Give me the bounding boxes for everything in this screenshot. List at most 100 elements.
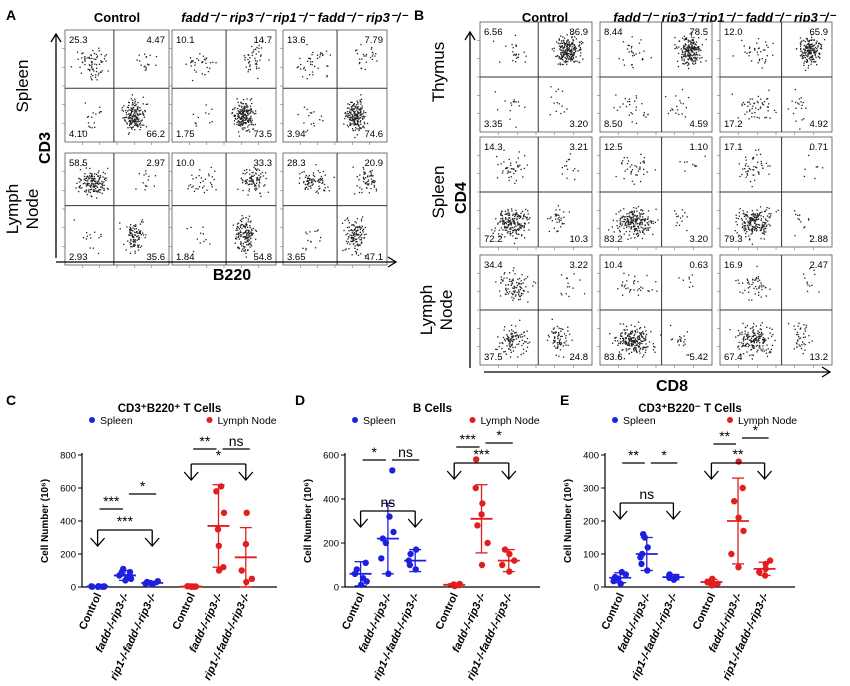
event-dot xyxy=(494,230,496,232)
event-dot xyxy=(744,222,747,224)
event-dot xyxy=(195,177,197,179)
event-dot xyxy=(500,214,503,216)
event-dot xyxy=(192,185,194,187)
title-rip1-fadd-rip3: rip1⁻/⁻ fadd⁻/⁻ rip3⁻/⁻ xyxy=(273,10,409,25)
event-dot xyxy=(313,125,315,127)
event-dot xyxy=(754,112,756,114)
event-dot xyxy=(76,182,78,184)
event-dot xyxy=(353,228,356,231)
event-dot xyxy=(363,168,365,170)
event-dot xyxy=(763,338,765,340)
event-dot xyxy=(94,190,96,193)
event-dot xyxy=(92,247,94,249)
event-dot xyxy=(634,218,636,221)
event-dot xyxy=(132,238,135,240)
event-dot xyxy=(688,286,691,288)
quadrant-value-ur: 65.9 xyxy=(810,27,829,38)
event-dot xyxy=(529,217,531,219)
event-dot xyxy=(517,157,519,159)
event-dot xyxy=(623,64,626,66)
event-dot xyxy=(137,125,139,127)
event-dot xyxy=(523,290,525,292)
event-dot xyxy=(509,340,511,342)
event-dot xyxy=(90,78,93,80)
event-dot xyxy=(623,272,625,274)
event-dot xyxy=(683,335,685,337)
event-dot xyxy=(623,156,625,159)
sig-lymph-ctrl-rip1-label: ** xyxy=(733,446,744,462)
event-dots xyxy=(729,265,820,360)
event-dot xyxy=(752,105,754,107)
event-dot xyxy=(560,328,562,330)
event-dot xyxy=(566,45,568,48)
quadrant-value-ll: 17.2 xyxy=(724,119,743,130)
quadrant-value-ul: 10.1 xyxy=(176,35,195,46)
event-dot xyxy=(800,50,802,52)
event-dot xyxy=(209,122,211,124)
event-dot xyxy=(791,100,793,102)
event-dot xyxy=(129,228,131,230)
event-dot xyxy=(520,292,522,295)
event-dot xyxy=(244,57,246,59)
event-dot xyxy=(744,213,746,216)
event-dot xyxy=(85,177,88,179)
event-dot xyxy=(247,121,250,123)
event-dot xyxy=(683,39,685,41)
event-dot xyxy=(560,274,563,276)
y-axis-label: Cell Number (10⁶) xyxy=(40,479,51,563)
event-dot xyxy=(502,170,504,172)
event-dot xyxy=(557,88,559,90)
event-dot xyxy=(95,53,97,55)
event-dot xyxy=(363,234,366,236)
event-dot xyxy=(640,340,642,342)
event-dot xyxy=(616,225,618,227)
event-dot xyxy=(755,345,757,347)
event-dot xyxy=(259,176,261,179)
event-dot xyxy=(565,293,567,295)
event-dot xyxy=(800,43,802,45)
event-dot xyxy=(357,113,359,115)
event-dot xyxy=(806,50,808,52)
event-dot xyxy=(515,213,517,215)
event-dot xyxy=(241,118,243,120)
event-dot xyxy=(777,209,779,211)
event-dot xyxy=(353,237,355,239)
event-dot xyxy=(306,178,309,180)
event-dot xyxy=(559,349,562,351)
event-dot xyxy=(242,111,245,113)
event-dot xyxy=(652,349,655,351)
event-dot xyxy=(633,210,635,212)
event-dot xyxy=(520,227,522,229)
event-dot xyxy=(233,114,235,116)
event-dot xyxy=(134,244,136,246)
event-dot xyxy=(346,124,349,126)
event-dot xyxy=(96,67,98,69)
event-dot xyxy=(352,233,355,235)
event-dot xyxy=(566,34,568,36)
event-dot xyxy=(517,278,519,280)
event-dot xyxy=(512,270,514,272)
event-dot xyxy=(90,178,92,180)
event-dot xyxy=(644,351,647,354)
event-dot xyxy=(371,181,373,184)
event-dot xyxy=(243,247,245,249)
event-dot xyxy=(623,358,626,360)
event-dot xyxy=(354,247,356,249)
event-dot xyxy=(563,51,565,53)
event-dot xyxy=(635,207,637,209)
event-dot xyxy=(738,341,740,343)
event-dot xyxy=(746,214,749,217)
event-dot xyxy=(523,279,525,281)
event-dot xyxy=(256,180,258,182)
event-dot xyxy=(503,338,506,340)
event-dot xyxy=(771,328,773,330)
event-dot xyxy=(513,172,515,175)
event-dot xyxy=(809,235,811,237)
event-dot xyxy=(101,180,103,182)
event-dot xyxy=(741,104,743,107)
event-dot xyxy=(316,190,318,192)
event-dot xyxy=(243,55,245,57)
event-dot xyxy=(758,117,760,119)
event-dot xyxy=(764,60,767,63)
